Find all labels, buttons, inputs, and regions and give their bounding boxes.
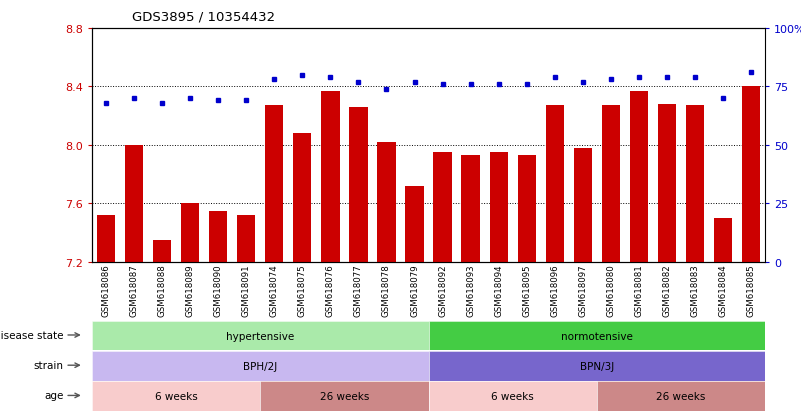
Bar — [602, 106, 620, 262]
Text: strain: strain — [34, 360, 63, 370]
Bar — [517, 156, 536, 262]
Text: 26 weeks: 26 weeks — [656, 391, 706, 401]
Bar — [181, 204, 199, 262]
Bar — [433, 153, 452, 262]
Text: BPH/2J: BPH/2J — [244, 361, 277, 371]
Text: BPN/3J: BPN/3J — [580, 361, 614, 371]
Text: disease state: disease state — [0, 330, 63, 340]
Bar — [714, 218, 732, 262]
Bar — [153, 240, 171, 262]
Text: hypertensive: hypertensive — [226, 331, 295, 341]
Bar — [97, 216, 115, 262]
Bar — [265, 106, 284, 262]
Bar — [377, 142, 396, 262]
Bar — [125, 146, 143, 262]
Bar — [630, 92, 648, 262]
Bar — [574, 149, 592, 262]
Bar — [321, 92, 340, 262]
Bar — [489, 153, 508, 262]
Bar — [293, 134, 312, 262]
Bar — [405, 186, 424, 262]
Text: 6 weeks: 6 weeks — [155, 391, 198, 401]
Bar — [461, 156, 480, 262]
Bar — [742, 87, 760, 262]
Bar — [658, 105, 676, 262]
Text: 26 weeks: 26 weeks — [320, 391, 369, 401]
Bar — [545, 106, 564, 262]
Text: age: age — [44, 390, 63, 401]
Bar — [209, 211, 227, 262]
Text: 6 weeks: 6 weeks — [491, 391, 534, 401]
Text: GDS3895 / 10354432: GDS3895 / 10354432 — [132, 10, 276, 23]
Bar — [686, 106, 704, 262]
Bar — [237, 216, 256, 262]
Bar — [349, 108, 368, 262]
Text: normotensive: normotensive — [561, 331, 633, 341]
